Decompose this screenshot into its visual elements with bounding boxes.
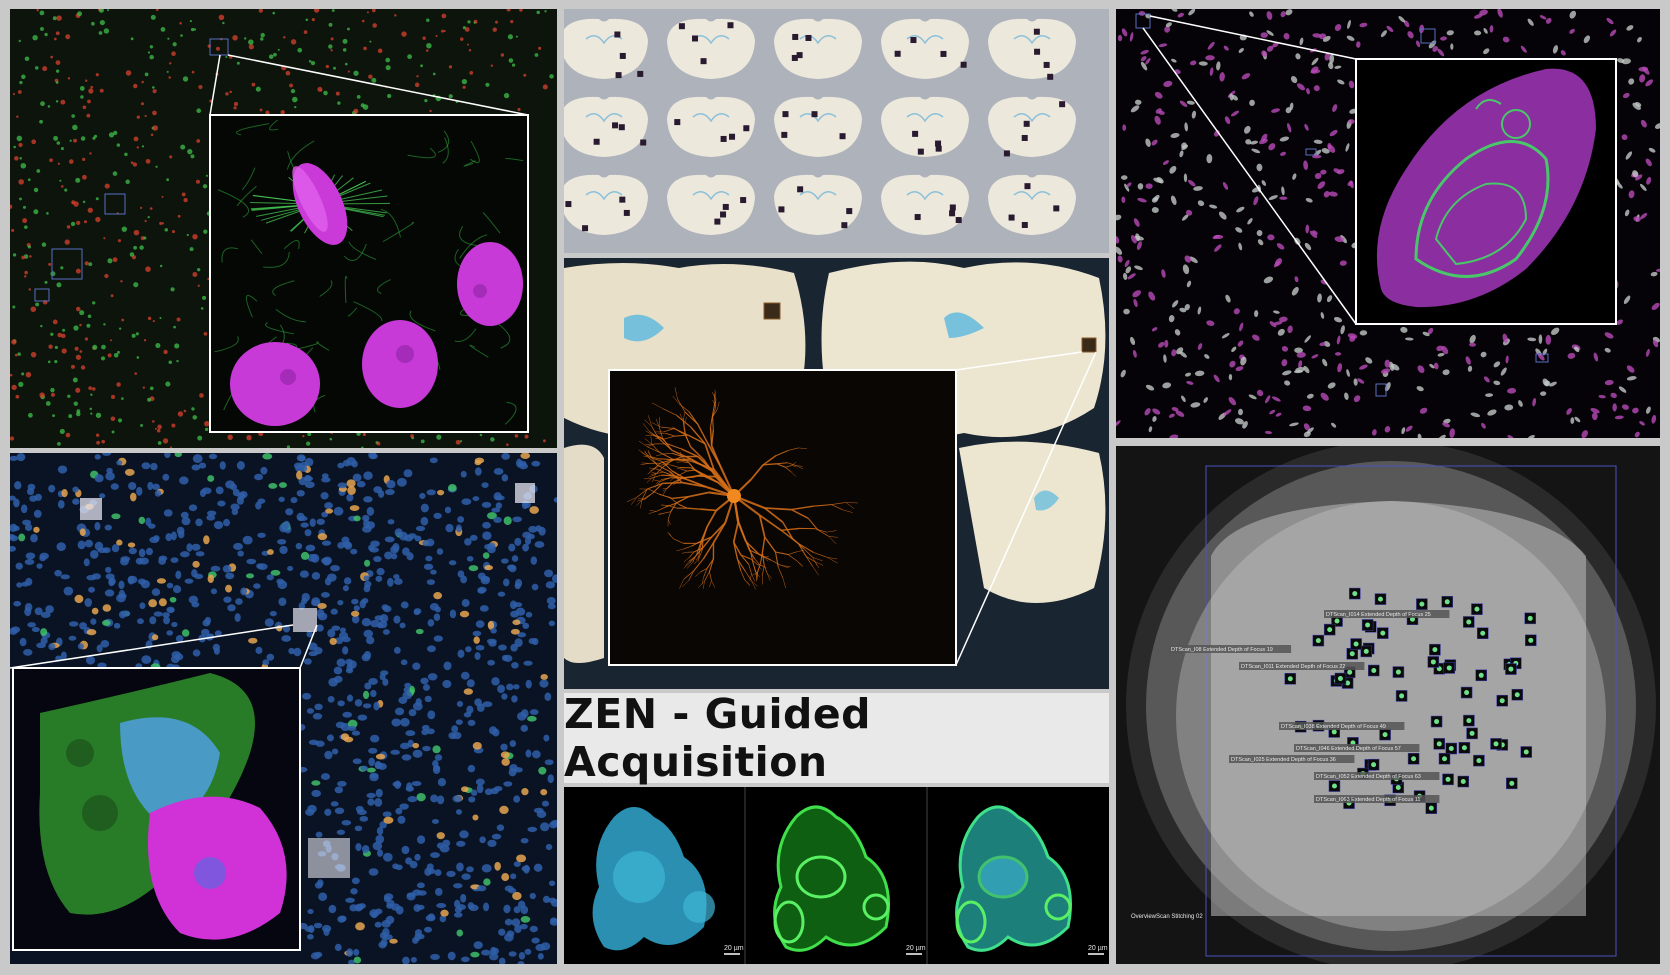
brain-slice-neuron-panel	[564, 258, 1109, 689]
neuron-zoom-inset	[608, 369, 957, 666]
magenta-cells-panel	[1116, 9, 1660, 438]
cell-zoom-inset	[12, 667, 301, 951]
mitosis-zoom-inset	[209, 114, 529, 433]
region-label-text: DTScan_I011 Extended Depth of Focus 22	[1241, 664, 1345, 670]
scale-bar-label-2: 20 µm	[906, 945, 926, 952]
cell-culture-panel	[10, 9, 557, 448]
region-label: DTScan_I052 Extended Depth of Focus 63	[1314, 772, 1440, 780]
scale-bar-label-3: 20 µm	[1088, 945, 1108, 952]
scale-bar-label-1: 20 µm	[724, 945, 744, 952]
overview-corner-label: OverviewScan Stitching 02	[1131, 914, 1203, 920]
region-label: DTScan_I038 Extended Depth of Focus 49	[1279, 722, 1405, 730]
region-label: DTScan_I063 Extended Depth of Focus 11	[1314, 795, 1440, 803]
well-overview-panel: OverviewScan Stitching 02 DTScan_I014 Ex…	[1116, 446, 1660, 964]
region-label-text: DTScan_I08 Extended Depth of Focus 19	[1171, 647, 1273, 653]
region-label-text: DTScan_I063 Extended Depth of Focus 11	[1316, 797, 1420, 803]
region-label: DTScan_I046 Extended Depth of Focus 57	[1294, 744, 1420, 752]
region-label-text: DTScan_I038 Extended Depth of Focus 49	[1281, 724, 1386, 730]
brain-sections-grid-panel	[564, 9, 1109, 253]
organoid-merge-image	[955, 805, 1072, 952]
title-band: ZEN - Guided Acquisition	[564, 690, 1109, 786]
page-title: ZEN - Guided Acquisition	[564, 690, 872, 786]
region-label-text: DTScan_I014 Extended Depth of Focus 25	[1326, 612, 1431, 618]
region-label: DTScan_I011 Extended Depth of Focus 22	[1239, 662, 1365, 670]
organoid-cyan-image	[592, 807, 715, 951]
region-label: DTScan_I08 Extended Depth of Focus 19	[1169, 645, 1292, 653]
organoid-triptych-panel: 20 µm 20 µm 20 µm	[564, 787, 1109, 964]
nuclei-field-panel	[10, 453, 557, 964]
organoid-zoom-inset	[1355, 58, 1617, 325]
region-label-text: DTScan_I046 Extended Depth of Focus 57	[1296, 746, 1401, 752]
region-label-text: DTScan_I052 Extended Depth of Focus 63	[1316, 774, 1421, 780]
region-label: DTScan_I025 Extended Depth of Focus 36	[1229, 755, 1355, 763]
organoid-green-image	[773, 805, 890, 952]
region-label: DTScan_I014 Extended Depth of Focus 25	[1324, 610, 1450, 618]
region-label-text: DTScan_I025 Extended Depth of Focus 36	[1231, 757, 1336, 763]
